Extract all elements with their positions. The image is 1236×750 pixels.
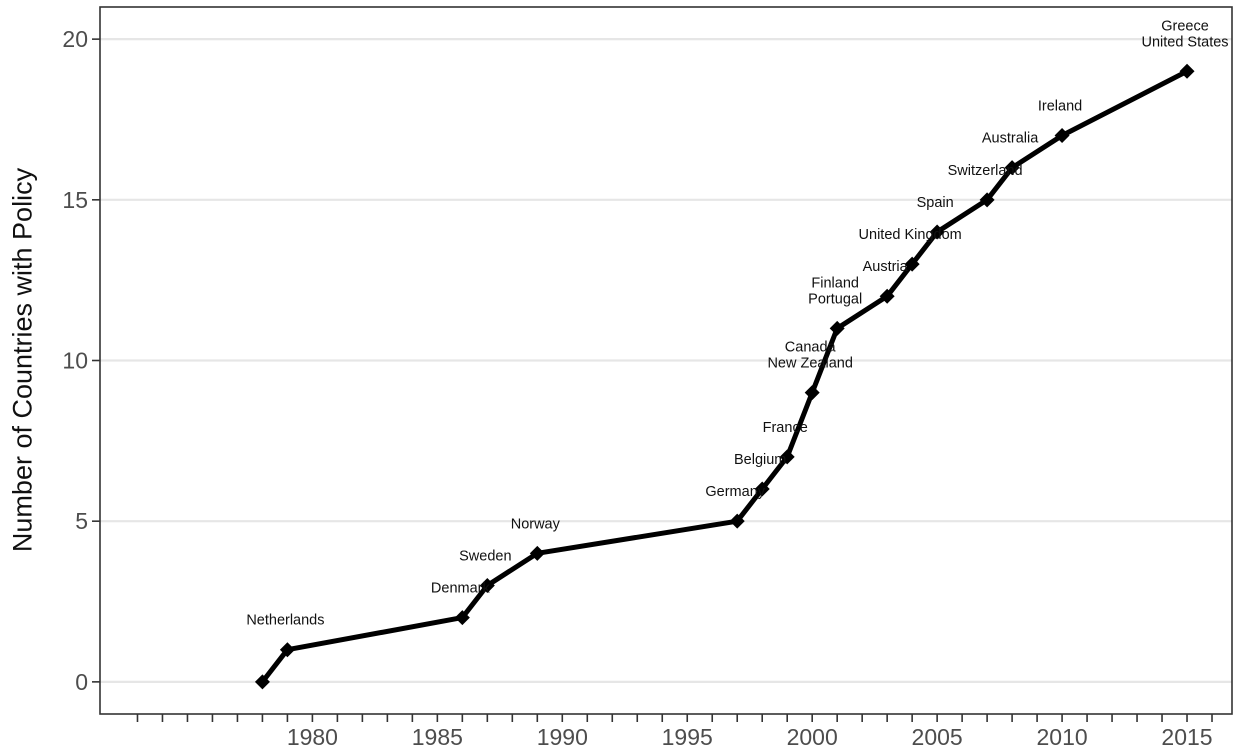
point-annotation: Finland xyxy=(811,275,859,291)
point-annotation: France xyxy=(763,420,808,436)
y-tick-label: 0 xyxy=(75,669,88,695)
x-tick-label: 1980 xyxy=(287,724,338,750)
data-point-marker xyxy=(779,449,795,465)
point-annotation: Germany xyxy=(705,484,765,500)
data-point-marker xyxy=(279,642,295,658)
point-annotation: United Kingdom xyxy=(859,227,962,243)
x-tick-label: 1985 xyxy=(412,724,463,750)
data-markers xyxy=(254,63,1195,690)
point-annotation: Norway xyxy=(511,516,561,532)
data-point-marker xyxy=(979,192,995,208)
data-point-marker xyxy=(1004,160,1020,176)
point-annotation: Portugal xyxy=(808,291,862,307)
data-point-marker xyxy=(929,224,945,240)
data-point-marker xyxy=(879,288,895,304)
data-point-marker xyxy=(529,545,545,561)
point-annotation: Spain xyxy=(917,195,954,211)
point-annotation: Canada xyxy=(785,340,837,356)
data-point-marker xyxy=(254,674,270,690)
data-point-marker xyxy=(1054,128,1070,144)
point-annotation: Sweden xyxy=(459,548,511,564)
axis-tick-labels: 0 5 10 15 20 1980 1985 1990 1995 2000 2005 2010 2015 xyxy=(62,26,1212,750)
y-tick-label: 15 xyxy=(62,187,88,213)
data-point-marker xyxy=(1179,63,1195,79)
gridlines xyxy=(100,38,1232,683)
point-annotation: Netherlands xyxy=(246,613,324,629)
series-line xyxy=(259,68,1190,685)
point-annotation: Switzerland xyxy=(948,163,1023,179)
point-annotation: United States xyxy=(1141,34,1228,50)
point-annotation: Ireland xyxy=(1038,99,1082,115)
data-point-marker xyxy=(454,610,470,626)
y-tick-label: 10 xyxy=(62,348,88,374)
data-point-marker xyxy=(829,320,845,336)
y-tick-label: 5 xyxy=(75,508,88,534)
data-point-marker xyxy=(904,256,920,272)
point-annotation: New Zealand xyxy=(767,356,852,372)
data-point-marker xyxy=(754,481,770,497)
point-annotation: Austria xyxy=(863,259,909,275)
data-point-marker xyxy=(479,577,495,593)
x-tick-label: 2000 xyxy=(787,724,838,750)
x-tick-label: 2015 xyxy=(1161,724,1212,750)
data-point-marker xyxy=(729,513,745,529)
y-tick-label: 20 xyxy=(62,26,88,52)
point-annotation: Denmark xyxy=(431,581,491,597)
point-annotation: Australia xyxy=(982,131,1039,147)
axis-ticks xyxy=(92,38,1213,722)
x-tick-label: 1995 xyxy=(662,724,713,750)
x-tick-label: 2010 xyxy=(1036,724,1087,750)
data-point-marker xyxy=(804,385,820,401)
x-tick-label: 2005 xyxy=(912,724,963,750)
point-annotation: Greece xyxy=(1161,18,1209,34)
point-annotation: Belgium xyxy=(734,452,786,468)
x-tick-label: 1990 xyxy=(537,724,588,750)
